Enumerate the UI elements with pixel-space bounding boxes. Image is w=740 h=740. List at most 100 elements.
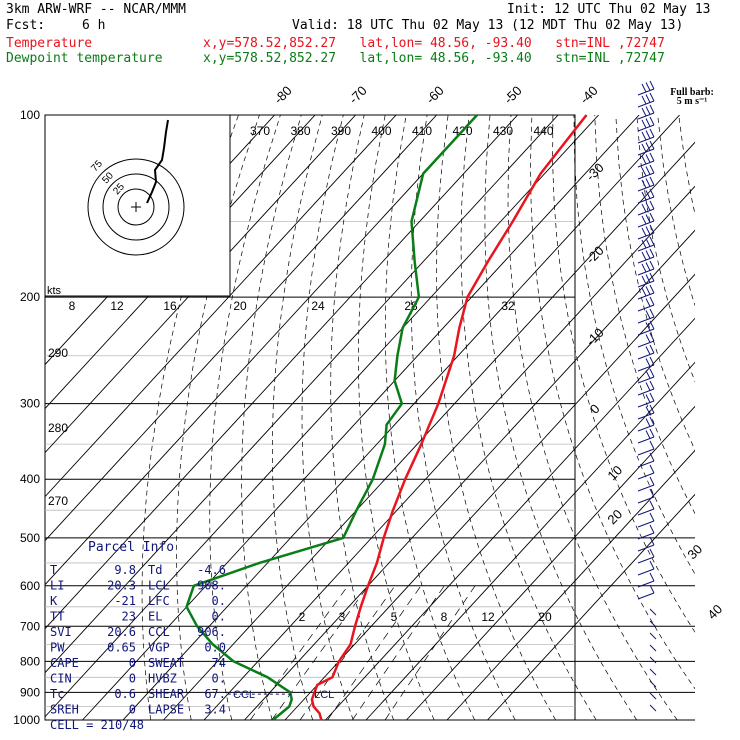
wind-barb	[637, 344, 655, 360]
wind-barb-flag	[649, 584, 655, 594]
wind-barb	[637, 188, 655, 204]
wind-barb	[637, 452, 655, 468]
wind-barb-flag	[649, 560, 655, 570]
wind-barb-staff	[637, 544, 655, 552]
theta-e-label: 440	[533, 124, 553, 138]
wind-barb-flag	[641, 191, 647, 201]
wind-barb	[637, 476, 655, 492]
wind-barb-flag	[649, 128, 655, 138]
wind-barb-flag	[641, 215, 647, 225]
wind-barb	[637, 176, 655, 192]
mixing-ratio-label: 28	[404, 299, 418, 313]
wind-barb-flag	[641, 263, 647, 273]
wind-barb-flag	[645, 118, 651, 127]
wind-barb-flag	[649, 404, 655, 414]
parcel-row-label: EL	[148, 610, 162, 624]
forecast-value: 6 h	[82, 18, 106, 33]
wind-barb-flag	[645, 298, 651, 307]
wind-barb-staff	[637, 124, 655, 132]
parcel-row-value: 23	[122, 610, 136, 624]
lcl-label: LCL	[314, 689, 334, 701]
wind-barb-flag	[641, 203, 647, 213]
wind-barb-flag	[645, 94, 651, 103]
parcel-row-label: VGP	[148, 641, 170, 655]
pressure-tick-label: 1000	[13, 713, 40, 727]
wind-barb-flag	[645, 238, 651, 247]
wind-barb-flag	[645, 394, 651, 403]
wind-barb-title: Full barb:	[670, 87, 714, 98]
dry-adiabat-line	[410, 115, 516, 721]
parcel-row-value: -21	[114, 594, 136, 608]
wind-barb-flag	[641, 167, 647, 177]
parcel-row-label: LI	[50, 579, 64, 593]
dry-adiabat-line	[176, 115, 260, 721]
wind-barb-flag	[649, 356, 655, 366]
isotherm-line	[203, 185, 695, 721]
parcel-row-value: 0.	[212, 594, 226, 608]
mixing-ratio-line	[299, 585, 396, 721]
pressure-tick-label: 700	[20, 619, 40, 633]
theta-label: 270	[48, 494, 68, 508]
theta-label: 280	[48, 421, 68, 435]
parcel-row-value: 0.6	[114, 687, 136, 701]
wind-barb	[637, 296, 655, 312]
dry-adiabat-line	[552, 115, 695, 633]
parcel-row-value: 0.0	[204, 641, 226, 655]
wind-barb-staff	[637, 400, 655, 408]
wind-barb	[637, 224, 655, 240]
wind-barb	[637, 80, 655, 96]
wind-barb	[637, 332, 655, 348]
isotherm-line	[82, 115, 640, 721]
wind-barb-flag	[649, 308, 655, 318]
wind-barb	[637, 248, 655, 264]
wind-barb	[649, 608, 657, 616]
wind-barb-staff	[637, 568, 655, 576]
wind-barb-flag	[649, 212, 655, 222]
wind-barb	[637, 272, 655, 288]
pressure-tick-label: 300	[20, 397, 40, 411]
parcel-row-label: CCL	[148, 625, 170, 639]
isotherm-label: -30	[583, 160, 607, 184]
wind-barb-flag	[645, 274, 651, 283]
parcel-row-label: K	[50, 594, 58, 608]
dry-adiabat-line	[141, 115, 239, 721]
parcel-cell-value: CELL = 210/48	[50, 718, 144, 732]
wind-barb-flag	[649, 188, 655, 198]
wind-barb	[649, 704, 657, 712]
theta-e-label: 390	[331, 124, 351, 138]
wind-barb-flag	[645, 190, 651, 199]
isotherm-line	[325, 317, 695, 721]
parcel-row-label: HVBZ	[148, 672, 177, 686]
parcel-row-label: SVI	[50, 625, 72, 639]
wind-barb-flag	[645, 322, 651, 331]
parcel-row-label: CAPE	[50, 656, 79, 670]
dry-adiabat-line	[301, 115, 354, 721]
parcel-row-value: 0.65	[107, 641, 136, 655]
dry-adiabat-line	[460, 115, 597, 721]
parcel-row-value: 906.	[197, 625, 226, 639]
wind-barb-flag	[649, 536, 655, 546]
wind-barb-flag	[645, 358, 651, 367]
wind-barb-staff	[649, 632, 657, 640]
wind-barb	[637, 572, 655, 588]
mixing-ratio-line	[384, 585, 476, 721]
pressure-tick-label: 100	[20, 108, 40, 122]
wind-barb	[637, 116, 655, 132]
mixing-ratio-label: 5	[391, 610, 398, 624]
parcel-row-label: LCL	[148, 579, 170, 593]
wind-barb-flag	[645, 154, 651, 163]
wind-barb	[637, 464, 655, 480]
wind-barb-flag	[649, 116, 655, 126]
mixing-ratio-line	[352, 585, 445, 721]
wind-barb	[637, 488, 655, 504]
isotherm-label: -20	[583, 243, 607, 267]
hodograph-ring	[87, 158, 185, 256]
isotherm-label: -50	[501, 83, 525, 107]
pressure-tick-label: 800	[20, 654, 40, 668]
dry-adiabat-line	[484, 115, 637, 721]
isotherm-line	[45, 115, 437, 542]
pressure-tick-label: 600	[20, 579, 40, 593]
wind-barb	[637, 236, 655, 252]
wind-barb-staff	[649, 644, 657, 652]
wind-barb	[637, 212, 655, 228]
